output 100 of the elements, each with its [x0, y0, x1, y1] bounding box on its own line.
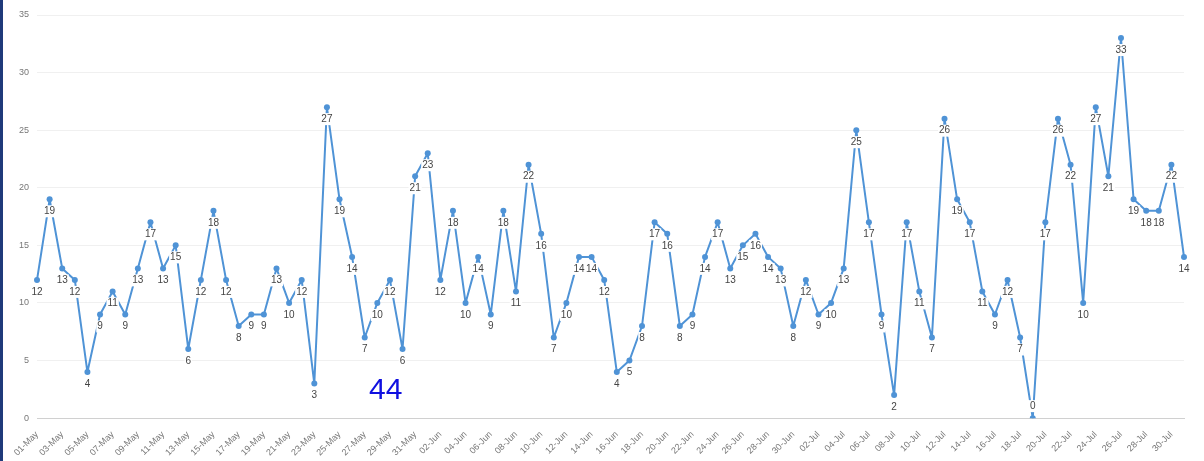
data-label: 0: [1029, 399, 1036, 411]
data-label: 16: [535, 239, 548, 251]
data-label: 13: [775, 274, 787, 286]
data-label: 14: [1178, 262, 1190, 274]
data-label: 18: [1153, 216, 1165, 228]
data-label: 17: [1039, 228, 1052, 240]
data-label: 3: [311, 389, 318, 401]
data-label: 10: [459, 308, 472, 320]
data-label: 13: [56, 274, 69, 286]
data-label: 12: [31, 285, 44, 297]
data-label: 17: [863, 228, 875, 240]
data-label: 17: [712, 228, 724, 240]
y-tick-label: 25: [19, 124, 30, 135]
data-label: 12: [434, 285, 447, 297]
data-label: 14: [346, 262, 359, 274]
y-tick-label: 35: [19, 9, 30, 20]
data-label: 16: [661, 239, 674, 251]
data-label: 7: [1017, 343, 1024, 355]
data-label: 14: [472, 262, 485, 274]
data-label: 18: [207, 216, 220, 228]
data-label: 19: [1128, 205, 1140, 217]
data-label: 9: [122, 320, 129, 332]
data-label: 18: [1140, 216, 1153, 228]
data-label: 17: [649, 228, 661, 240]
data-label: 14: [573, 262, 585, 274]
data-label: 33: [1115, 43, 1127, 55]
data-label: 12: [69, 285, 81, 297]
data-label: 23: [422, 158, 434, 170]
data-label: 21: [409, 182, 422, 194]
data-label: 11: [914, 297, 925, 309]
data-label: 16: [749, 239, 762, 251]
data-label: 25: [850, 135, 863, 147]
data-label: 26: [1052, 124, 1064, 136]
data-label: 8: [639, 331, 646, 343]
data-label: 10: [283, 308, 296, 320]
y-tick-label: 5: [24, 355, 30, 366]
data-label: 11: [510, 297, 522, 309]
data-label: 22: [523, 170, 535, 182]
data-label: 13: [724, 274, 737, 286]
data-label: 5: [626, 366, 633, 378]
data-label: 26: [938, 124, 951, 136]
data-label: 9: [248, 320, 255, 332]
data-label: 9: [487, 320, 494, 332]
data-label: 12: [296, 285, 308, 297]
data-label: 12: [598, 285, 611, 297]
data-label: 12: [384, 285, 396, 297]
data-label: 12: [1001, 285, 1014, 297]
data-label: 22: [1165, 170, 1178, 182]
data-label: 10: [560, 308, 573, 320]
data-label: 19: [333, 205, 346, 217]
data-label: 9: [261, 320, 268, 332]
data-label: 27: [321, 112, 333, 124]
data-label: 27: [1090, 112, 1102, 124]
data-label: 7: [361, 343, 368, 355]
data-label: 17: [964, 228, 976, 240]
data-label: 9: [992, 320, 999, 332]
data-label: 22: [1065, 170, 1077, 182]
data-label: 12: [800, 285, 812, 297]
data-label: 10: [1077, 308, 1090, 320]
data-label: 9: [815, 320, 822, 332]
y-tick-label: 0: [24, 412, 30, 423]
y-tick-label: 10: [19, 297, 30, 308]
data-label: 19: [44, 205, 56, 217]
data-label: 9: [878, 320, 885, 332]
data-label: 17: [144, 228, 157, 240]
data-label: 10: [825, 308, 838, 320]
data-label: 14: [699, 262, 712, 274]
data-label: 6: [185, 354, 192, 366]
data-label: 11: [107, 297, 119, 309]
data-label: 13: [157, 274, 170, 286]
data-label: 18: [497, 216, 510, 228]
data-label: 9: [689, 320, 696, 332]
data-label: 9: [97, 320, 104, 332]
data-label: 15: [170, 251, 182, 263]
data-label: 13: [270, 274, 283, 286]
data-label: 8: [790, 331, 797, 343]
data-label: 4: [614, 377, 621, 389]
data-label: 8: [235, 331, 242, 343]
data-label: 8: [677, 331, 684, 343]
data-label: 7: [551, 343, 557, 355]
data-label: 13: [838, 274, 850, 286]
data-label: 12: [195, 285, 207, 297]
data-label: 13: [132, 274, 144, 286]
data-label: 17: [901, 228, 913, 240]
data-label: 15: [737, 251, 749, 263]
data-label: 12: [220, 285, 233, 297]
data-label: 14: [762, 262, 775, 274]
data-label: 10: [371, 308, 384, 320]
y-tick-label: 15: [19, 239, 30, 250]
y-tick-label: 20: [19, 182, 30, 193]
data-label: 7: [929, 343, 936, 355]
data-label: 19: [951, 205, 964, 217]
annotation: 44: [369, 372, 403, 406]
data-label: 14: [586, 262, 598, 274]
data-label: 6: [399, 354, 406, 366]
y-tick-label: 30: [19, 67, 30, 78]
data-label: 11: [977, 297, 988, 309]
data-label: 4: [84, 377, 91, 389]
data-label: 18: [447, 216, 459, 228]
data-label: 21: [1102, 182, 1115, 194]
